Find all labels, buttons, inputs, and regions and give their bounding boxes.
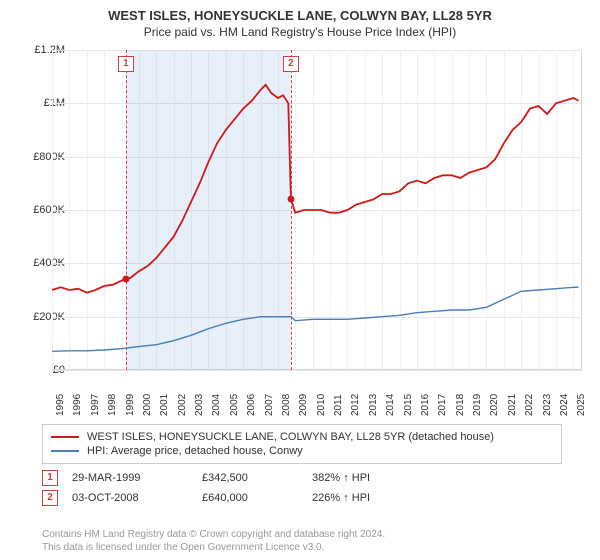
legend-row: WEST ISLES, HONEYSUCKLE LANE, COLWYN BAY… [51,430,553,444]
transaction-row: 2 03-OCT-2008£640,000226% ↑ HPI [42,488,432,508]
x-tick-label: 2022 [524,394,535,416]
chart-marker-box: 2 [283,56,299,72]
x-tick-label: 2008 [281,394,292,416]
x-tick-label: 2016 [420,394,431,416]
west_isles_line [52,85,579,293]
x-tick-label: 2019 [472,394,483,416]
x-tick-label: 2018 [455,394,466,416]
chart-marker-box: 1 [118,56,134,72]
legend-swatch-2 [51,450,79,452]
legend-label-2: HPI: Average price, detached house, Conw… [87,445,303,457]
x-tick-label: 2009 [298,394,309,416]
x-tick-label: 2000 [142,394,153,416]
footer-line: Contains HM Land Registry data © Crown c… [42,528,385,541]
x-tick-label: 2001 [159,394,170,416]
x-tick-label: 1999 [125,394,136,416]
x-tick-label: 1995 [55,394,66,416]
x-tick-label: 2015 [403,394,414,416]
x-tick-label: 2025 [576,394,587,416]
transaction-id-box: 2 [42,490,58,506]
plot-area: 12 [52,50,582,370]
chart-subtitle: Price paid vs. HM Land Registry's House … [0,23,600,43]
x-tick-label: 2023 [542,394,553,416]
transaction-dot [287,196,294,203]
chart-title: WEST ISLES, HONEYSUCKLE LANE, COLWYN BAY… [0,0,600,23]
footer-attribution: Contains HM Land Registry data © Crown c… [42,528,385,554]
x-tick-label: 2020 [489,394,500,416]
x-tick-label: 2014 [385,394,396,416]
x-tick-label: 2011 [333,394,344,416]
x-tick-label: 1997 [90,394,101,416]
x-tick-label: 2012 [350,394,361,416]
transaction-price: £640,000 [202,492,312,504]
chart-container: WEST ISLES, HONEYSUCKLE LANE, COLWYN BAY… [0,0,600,560]
x-tick-label: 2004 [211,394,222,416]
x-axis-labels: 1995 1996 1997 1998 1999 2000 2001 2002 2003 2004… [52,372,582,422]
x-tick-label: 2024 [559,394,570,416]
x-tick-label: 2017 [437,394,448,416]
legend-label-1: WEST ISLES, HONEYSUCKLE LANE, COLWYN BAY… [87,431,494,443]
x-tick-label: 1998 [107,394,118,416]
x-tick-label: 2005 [229,394,240,416]
transaction-pct: 226% ↑ HPI [312,492,432,504]
x-tick-label: 2013 [368,394,379,416]
x-tick-label: 2002 [177,394,188,416]
legend-row: HPI: Average price, detached house, Conw… [51,444,553,458]
transaction-id-box: 1 [42,470,58,486]
line-series-svg [52,50,582,370]
transaction-date: 29-MAR-1999 [72,472,202,484]
transaction-row: 1 29-MAR-1999£342,500382% ↑ HPI [42,468,432,488]
legend: WEST ISLES, HONEYSUCKLE LANE, COLWYN BAY… [42,424,562,464]
transactions-table: 1 29-MAR-1999£342,500382% ↑ HPI 2 03-OCT-20… [42,468,432,508]
x-tick-label: 2006 [246,394,257,416]
footer-line: This data is licensed under the Open Gov… [42,541,385,554]
transaction-pct: 382% ↑ HPI [312,472,432,484]
transaction-dot [122,275,129,282]
x-tick-label: 2021 [507,394,518,416]
transaction-price: £342,500 [202,472,312,484]
x-tick-label: 2010 [316,394,327,416]
x-tick-label: 2007 [264,394,275,416]
legend-swatch-1 [51,436,79,438]
hpi_line [52,287,579,351]
transaction-date: 03-OCT-2008 [72,492,202,504]
x-tick-label: 2003 [194,394,205,416]
x-tick-label: 1996 [72,394,83,416]
